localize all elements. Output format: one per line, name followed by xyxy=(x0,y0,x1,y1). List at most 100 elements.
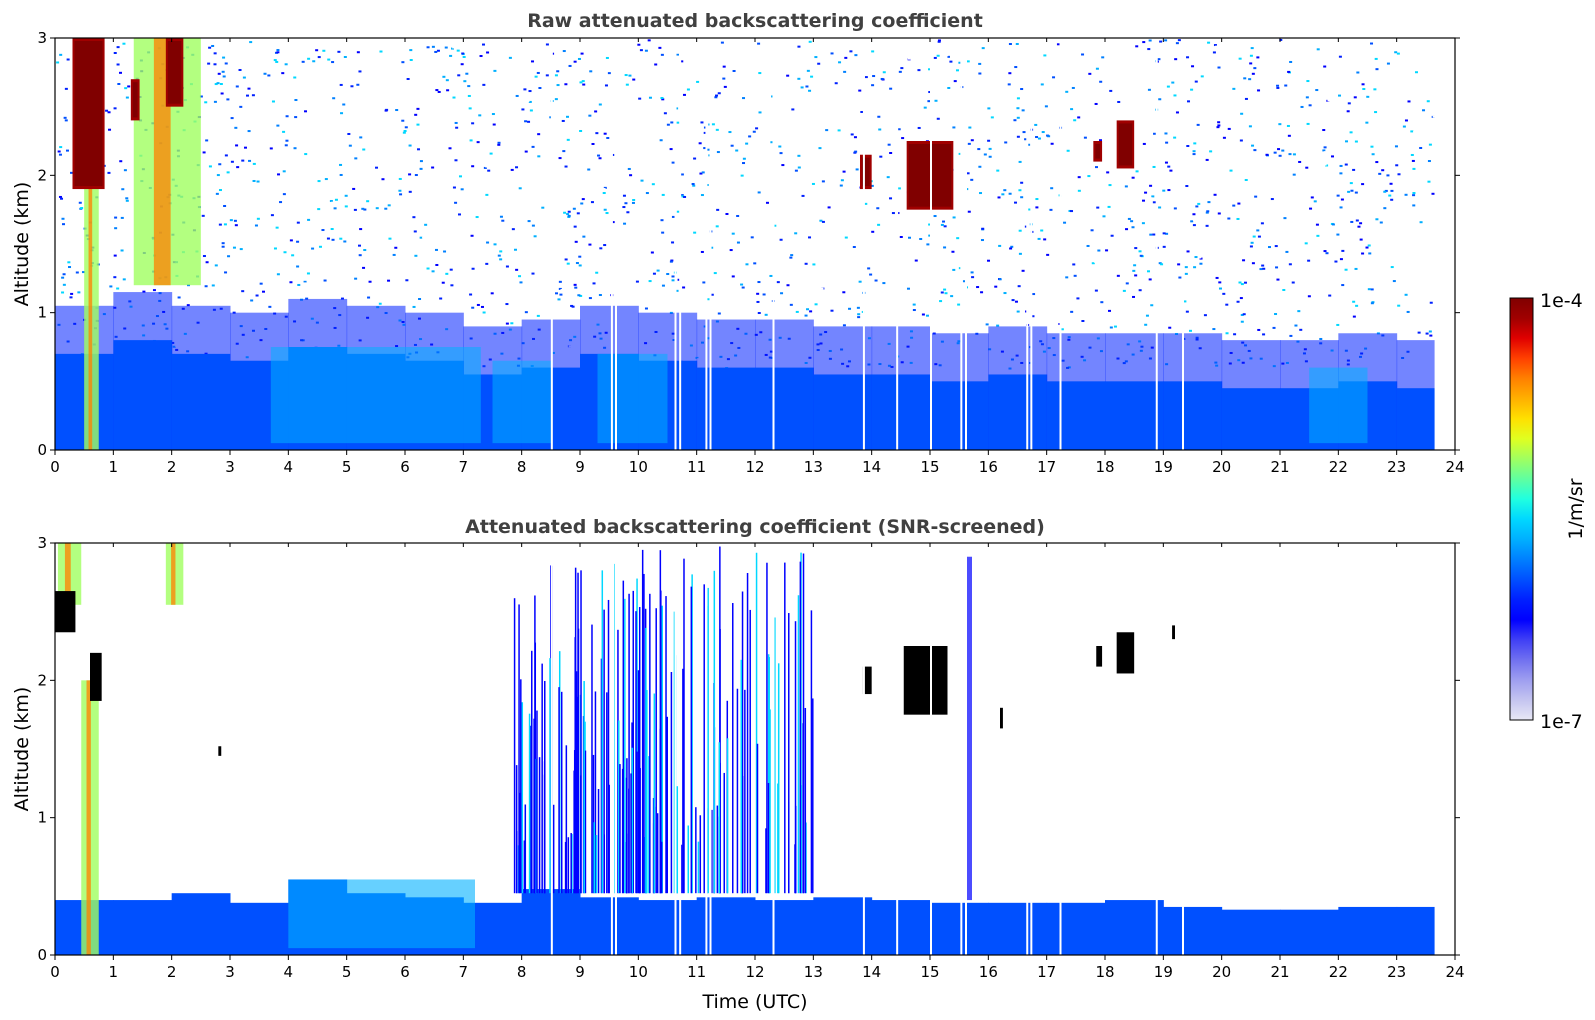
gap xyxy=(960,543,963,955)
gap xyxy=(772,38,775,450)
x-tick-label: 2 xyxy=(167,963,177,981)
cloud-core xyxy=(1095,144,1101,159)
x-tick-label: 16 xyxy=(979,963,998,981)
gap xyxy=(1059,38,1062,450)
y-tick-label: 2 xyxy=(37,671,47,689)
x-tick-label: 22 xyxy=(1329,963,1348,981)
colorbar-max-label: 1e-4 xyxy=(1540,290,1583,312)
x-axis: 0 1 2 3 4 5 6 7 8 9 10 11 12 13 14 15 16 17 18 19 20 21 22 23 24 xyxy=(50,38,1465,476)
cloud xyxy=(90,652,102,701)
panel-raw: Raw attenuated backscattering coefficien… xyxy=(11,10,1465,476)
clouds xyxy=(72,38,1135,210)
plume xyxy=(597,353,668,444)
colorbar-min-label: 1e-7 xyxy=(1540,711,1583,733)
x-tick-label: 4 xyxy=(284,458,294,476)
x-tick-label: 10 xyxy=(629,963,648,981)
gap xyxy=(1182,38,1184,450)
x-tick-label: 5 xyxy=(342,963,352,981)
x-tick-label: 15 xyxy=(920,458,939,476)
gap xyxy=(705,543,708,955)
y-tick-label: 0 xyxy=(37,946,47,964)
gap xyxy=(1030,543,1033,955)
y-tick-label: 0 xyxy=(37,441,47,459)
plume xyxy=(1309,367,1368,444)
gap xyxy=(960,38,963,450)
x-tick-label: 4 xyxy=(284,963,294,981)
precipitation xyxy=(57,543,184,955)
x-tick-label: 23 xyxy=(1387,458,1406,476)
x-tick-label: 7 xyxy=(459,963,469,981)
noise-column xyxy=(965,556,972,901)
streak-core xyxy=(86,680,91,955)
gap xyxy=(1155,38,1158,450)
streak-core xyxy=(64,543,71,605)
x-tick-label: 7 xyxy=(459,458,469,476)
panel-screened: Attenuated backscattering coefficient (S… xyxy=(11,516,1465,1013)
x-tick-label: 18 xyxy=(1095,963,1114,981)
cloud xyxy=(1096,646,1103,667)
x-tick-label: 2 xyxy=(167,458,177,476)
y-tick-label: 3 xyxy=(37,534,47,552)
data-gaps xyxy=(550,543,1455,955)
gap xyxy=(862,38,865,450)
gap xyxy=(1059,543,1062,955)
y-tick-label: 3 xyxy=(37,29,47,47)
x-tick-label: 8 xyxy=(517,458,527,476)
colorbar-gradient xyxy=(1509,297,1534,721)
gap xyxy=(896,543,899,955)
colorbar: 1e-4 1e-7 1/m/sr xyxy=(1509,290,1587,733)
gap xyxy=(930,543,932,955)
cloud-core xyxy=(167,41,182,104)
x-tick-label: 15 xyxy=(920,963,939,981)
x-tick-label: 9 xyxy=(575,963,585,981)
cloud xyxy=(218,746,222,756)
x-tick-label: 21 xyxy=(1270,963,1289,981)
plot-background xyxy=(55,543,1455,955)
gap xyxy=(1155,543,1158,955)
gap xyxy=(1026,543,1029,955)
gap xyxy=(679,543,682,955)
x-tick-label: 10 xyxy=(629,458,648,476)
x-tick-label: 11 xyxy=(687,963,706,981)
no-data xyxy=(1434,38,1455,450)
cloud-core xyxy=(862,157,870,187)
x-tick-label: 12 xyxy=(745,458,764,476)
x-tick-label: 13 xyxy=(804,458,823,476)
x-tick-label: 11 xyxy=(687,458,706,476)
y-tick-label: 1 xyxy=(37,304,47,322)
plume xyxy=(492,360,551,444)
gap xyxy=(1026,38,1029,450)
x-tick-label: 3 xyxy=(225,458,235,476)
y-tick-label: 1 xyxy=(37,809,47,827)
x-tick-label: 17 xyxy=(1037,458,1056,476)
x-tick-label: 12 xyxy=(745,963,764,981)
x-tick-label: 16 xyxy=(979,458,998,476)
y-axis: 0 1 2 3 xyxy=(37,534,1460,964)
x-tick-label: 3 xyxy=(225,963,235,981)
cloud xyxy=(55,591,76,633)
gap xyxy=(709,543,712,955)
x-axis: 0 1 2 3 4 5 6 7 8 9 10 11 12 13 14 15 16 17 18 19 20 21 22 23 24 xyxy=(50,543,1465,981)
x-tick-label: 1 xyxy=(109,458,119,476)
gap xyxy=(965,38,967,450)
gap xyxy=(679,38,682,450)
clouds xyxy=(55,591,1175,756)
data-gaps xyxy=(550,38,1455,450)
gap xyxy=(772,543,775,955)
y-axis-label: Altitude (km) xyxy=(11,687,33,812)
gap xyxy=(965,543,967,955)
streak-core xyxy=(171,543,176,605)
cloud xyxy=(1116,632,1135,674)
gap xyxy=(615,38,617,450)
gap xyxy=(550,543,553,955)
x-tick-label: 8 xyxy=(517,963,527,981)
x-tick-label: 0 xyxy=(50,458,60,476)
x-tick-label: 1 xyxy=(109,963,119,981)
x-tick-label: 6 xyxy=(400,963,410,981)
x-tick-label: 20 xyxy=(1212,458,1231,476)
cloud-core xyxy=(132,82,138,118)
gap xyxy=(896,38,899,450)
x-axis-label: Time (UTC) xyxy=(701,991,807,1013)
gap xyxy=(1030,38,1033,450)
y-axis: 0 1 2 3 xyxy=(37,29,1460,459)
